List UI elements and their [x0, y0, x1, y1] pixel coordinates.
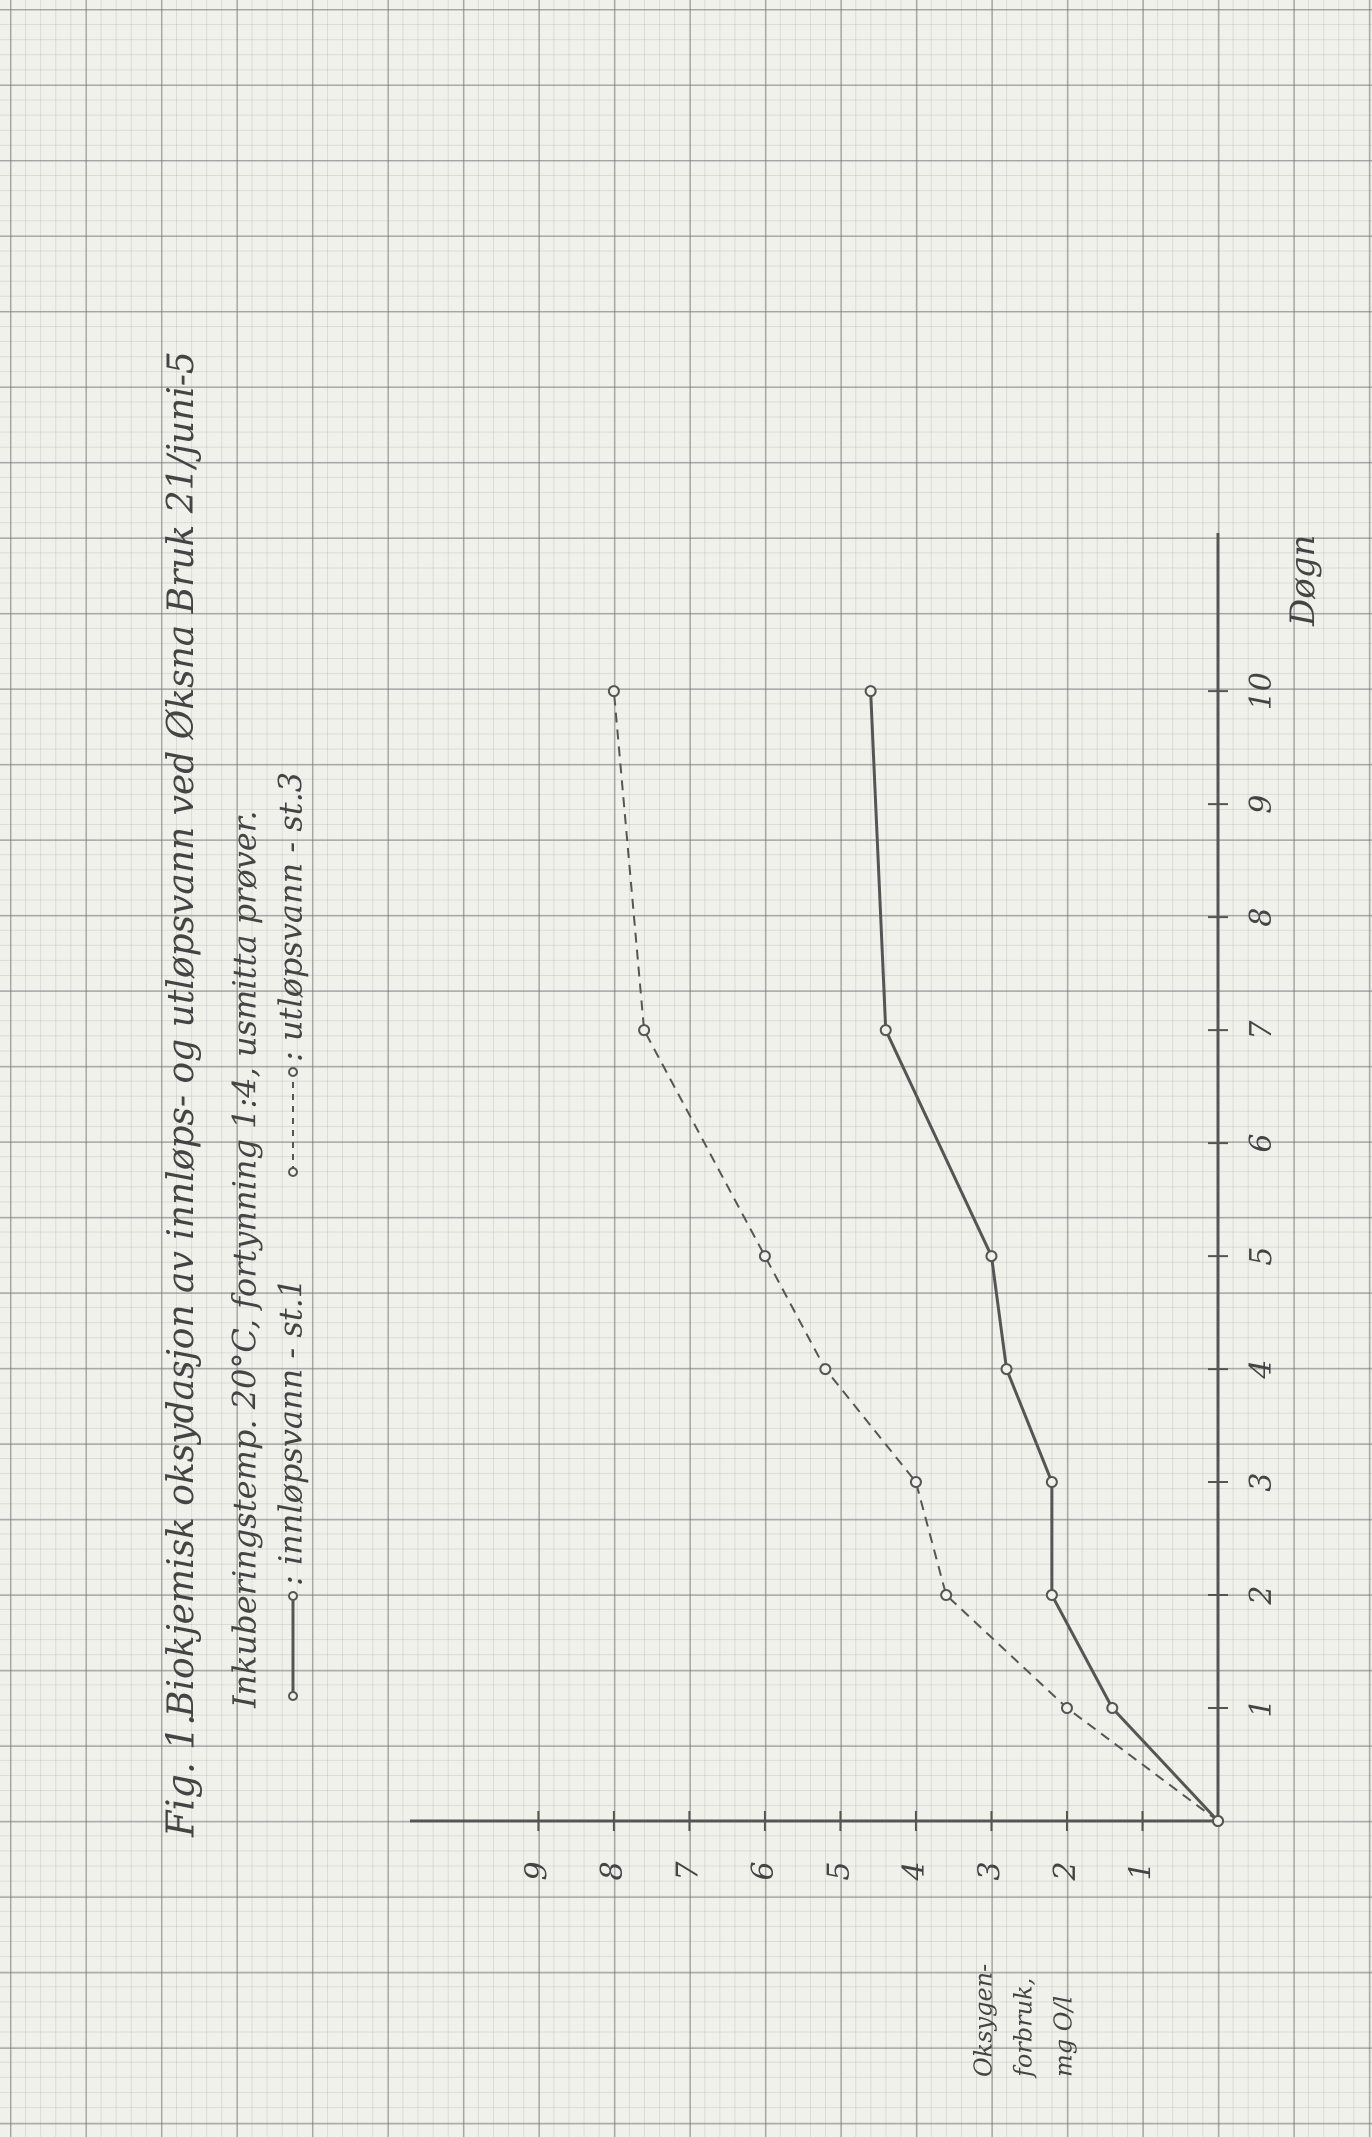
page: Fig. 1. Biokjemisk oksydasjon av innløps…: [0, 0, 1372, 2137]
data-point: [986, 1251, 996, 1261]
y-tick-label: 3: [972, 1861, 1007, 1880]
data-point: [881, 1025, 891, 1035]
data-point: [820, 1364, 830, 1374]
x-tick-label: 6: [1244, 1134, 1279, 1153]
data-point: [1047, 1590, 1057, 1600]
y-tick-label: 8: [595, 1861, 630, 1880]
legend-label: : innløpsvann - st.1: [272, 1278, 310, 1586]
y-axis-label: forbruk,: [1010, 1978, 1038, 2079]
rotated-chart: Fig. 1. Biokjemisk oksydasjon av innløps…: [159, 351, 1324, 2079]
y-tick-label: 9: [519, 1861, 554, 1880]
series-line: [871, 691, 1218, 1821]
x-tick-label: 8: [1244, 908, 1279, 927]
y-axis-label: mg O/l: [1050, 1996, 1078, 2077]
legend-label: : utløpsvann - st.3: [272, 772, 310, 1062]
y-tick-label: 1: [1123, 1861, 1158, 1880]
data-point: [1002, 1364, 1012, 1374]
x-tick-label: 5: [1244, 1247, 1279, 1266]
chart-title: Biokjemisk oksydasjon av innløps- og utl…: [161, 351, 202, 1718]
data-point: [639, 1025, 649, 1035]
data-point: [1047, 1477, 1057, 1487]
data-point: [1062, 1703, 1072, 1713]
legend-marker: [289, 1692, 297, 1700]
legend-marker: [289, 1592, 297, 1600]
chart-subtitle: Inkuberingstemp. 20°C, fortynning 1:4, u…: [226, 810, 264, 1709]
x-tick-label: 4: [1244, 1360, 1279, 1380]
x-tick-label: 2: [1244, 1585, 1279, 1605]
x-tick-label: 10: [1244, 672, 1279, 710]
data-point: [941, 1590, 951, 1600]
x-tick-label: 9: [1244, 795, 1279, 814]
data-point: [609, 686, 619, 696]
chart: Fig. 1. Biokjemisk oksydasjon av innløps…: [0, 0, 1372, 2137]
x-axis-label: Døgn: [1283, 535, 1323, 627]
data-point: [760, 1251, 770, 1261]
legend-marker: [289, 1068, 297, 1076]
y-tick-label: 4: [897, 1861, 932, 1881]
y-tick-label: 6: [746, 1861, 781, 1880]
series-line: [614, 691, 1218, 1821]
y-tick-label: 5: [821, 1861, 856, 1880]
data-point: [1213, 1816, 1223, 1826]
x-tick-label: 7: [1244, 1020, 1279, 1040]
y-tick-label: 2: [1048, 1861, 1083, 1881]
data-point: [1107, 1703, 1117, 1713]
data-point: [911, 1477, 921, 1487]
y-tick-label: 7: [670, 1861, 705, 1881]
x-tick-label: 1: [1244, 1698, 1279, 1717]
legend-marker: [289, 1168, 297, 1176]
figure-label: Fig. 1.: [159, 1714, 203, 1838]
data-point: [866, 686, 876, 696]
y-axis-label: Oksygen-: [970, 1964, 998, 2077]
x-tick-label: 3: [1244, 1473, 1279, 1492]
